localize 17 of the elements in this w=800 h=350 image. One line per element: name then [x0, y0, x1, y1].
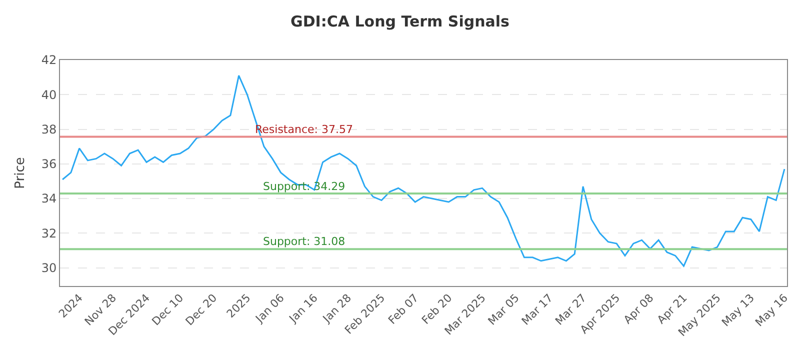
x-tick-label: Jan 06	[252, 292, 287, 326]
y-axis-title: Price	[13, 157, 28, 189]
y-tick-label: 34	[41, 192, 57, 206]
ref-line-label: Support: 31.08	[263, 235, 346, 248]
y-tick-label: 42	[41, 53, 57, 68]
y-tick-label: 38	[41, 122, 57, 136]
y-tick-label: 36	[41, 157, 57, 172]
line-series	[62, 74, 786, 267]
y-tick-label: 32	[41, 226, 57, 240]
x-tick-label: Feb 07	[386, 292, 422, 327]
y-tick-label: 40	[41, 88, 57, 102]
chart-title: GDI:CA Long Term Signals	[290, 12, 510, 30]
x-tick-label: Mar 17	[519, 292, 556, 328]
y-tick-label: 30	[41, 261, 57, 276]
x-tick-label: Mar 05	[486, 292, 522, 328]
x-tick-label: Jan 16	[286, 292, 320, 326]
x-tick-label: Apr 08	[621, 292, 656, 327]
